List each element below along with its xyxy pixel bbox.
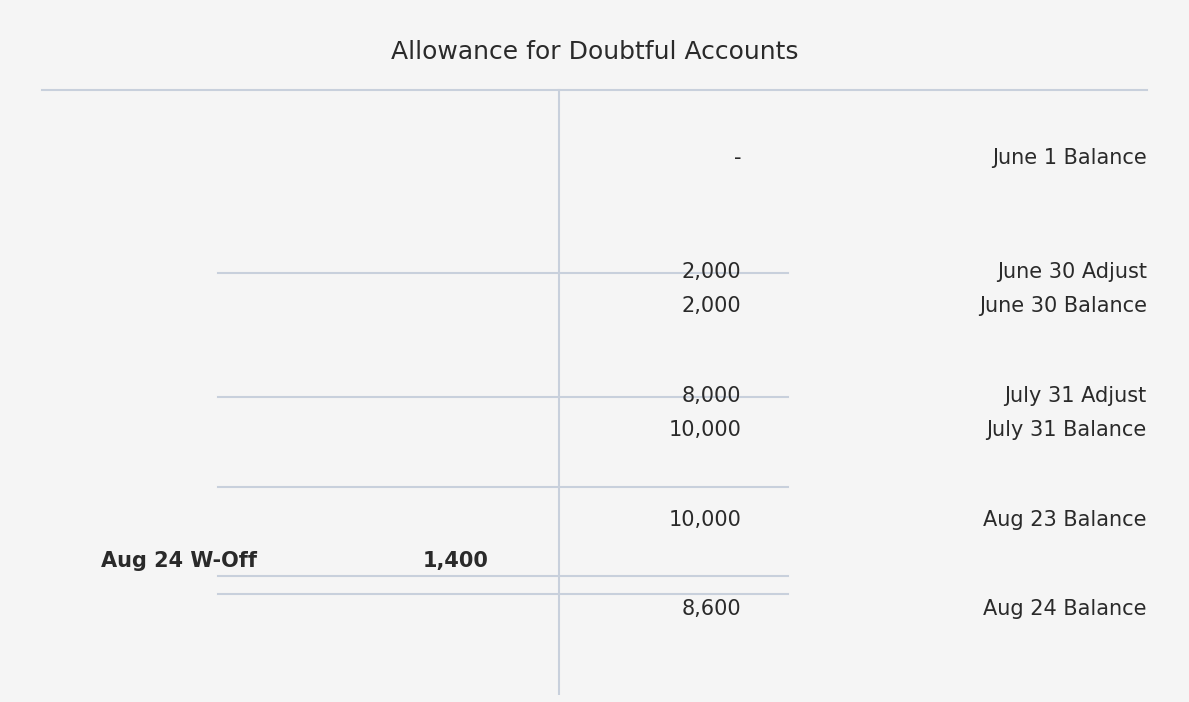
Text: -: - [734,148,742,168]
Text: June 30 Balance: June 30 Balance [979,296,1147,317]
Text: Aug 24 W-Off: Aug 24 W-Off [101,551,257,571]
Text: July 31 Balance: July 31 Balance [987,420,1147,440]
Text: Aug 24 Balance: Aug 24 Balance [983,599,1147,619]
Text: 1,400: 1,400 [423,551,489,571]
Text: June 1 Balance: June 1 Balance [992,148,1147,168]
Text: Aug 23 Balance: Aug 23 Balance [983,510,1147,529]
Text: 2,000: 2,000 [681,296,742,317]
Text: Allowance for Doubtful Accounts: Allowance for Doubtful Accounts [391,40,798,64]
Text: 8,600: 8,600 [681,599,742,619]
Text: 10,000: 10,000 [668,510,742,529]
Text: 2,000: 2,000 [681,262,742,282]
Text: 10,000: 10,000 [668,420,742,440]
Text: July 31 Adjust: July 31 Adjust [1005,385,1147,406]
Text: June 30 Adjust: June 30 Adjust [996,262,1147,282]
Text: 8,000: 8,000 [681,385,742,406]
